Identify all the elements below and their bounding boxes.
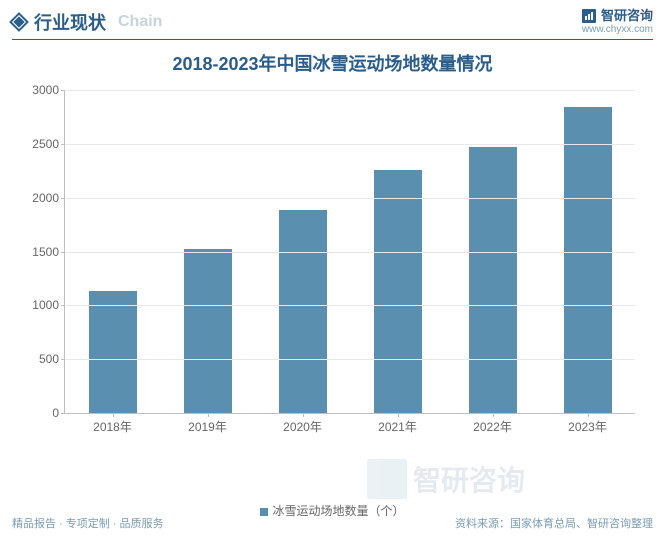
x-tick-mark [588,413,589,417]
x-tick-mark [208,413,209,417]
bar [469,147,517,413]
x-tick-label: 2022年 [445,418,540,435]
bar [279,210,327,413]
watermark: 智研咨询 [367,459,525,499]
brand-url: www.chyxx.com [581,24,653,35]
chart-title: 2018-2023年中国冰雪运动场地数量情况 [0,50,665,76]
brand-logo-icon [581,8,597,24]
gridline [65,90,635,91]
diamond-icon [9,12,29,32]
header-bar: 行业现状 Chain 智研咨询 www.chyxx.com [0,0,665,39]
gridline [65,252,635,253]
x-tick-mark [303,413,304,417]
footer-right: 资料来源：国家体育总局、智研咨询整理 [455,515,653,531]
section-title: 行业现状 [34,9,106,35]
x-tick-mark [493,413,494,417]
x-tick-label: 2023年 [540,418,635,435]
footer: 精品报告 · 专项定制 · 品质服务 资料来源：国家体育总局、智研咨询整理 [12,515,653,531]
x-tick-label: 2021年 [350,418,445,435]
plot-region: 2018年2019年2020年2021年2022年2023年 050010001… [64,90,635,414]
brand-row: 智研咨询 [581,8,653,24]
y-tick-mark [61,305,65,306]
chart-area: 2018年2019年2020年2021年2022年2023年 050010001… [10,84,645,454]
y-tick-mark [61,413,65,414]
gridline [65,198,635,199]
gridline [65,305,635,306]
y-tick-mark [61,359,65,360]
x-tick-label: 2019年 [160,418,255,435]
gridline [65,144,635,145]
watermark-logo-icon [367,459,407,499]
y-tick-mark [61,144,65,145]
bar [374,170,422,413]
header-divider [12,39,653,40]
section-subtitle: Chain [118,13,162,31]
x-tick-mark [398,413,399,417]
gridline [65,359,635,360]
bar [89,291,137,413]
brand-name: 智研咨询 [601,9,653,23]
y-tick-mark [61,90,65,91]
y-tick-mark [61,252,65,253]
x-labels: 2018年2019年2020年2021年2022年2023年 [65,418,635,435]
footer-left: 精品报告 · 专项定制 · 品质服务 [12,515,164,531]
bar [564,107,612,413]
x-tick-label: 2020年 [255,418,350,435]
header-right: 智研咨询 www.chyxx.com [581,8,653,35]
y-tick-mark [61,198,65,199]
watermark-text: 智研咨询 [413,459,525,499]
header-left: 行业现状 Chain [12,9,162,35]
x-tick-mark [113,413,114,417]
bar [184,249,232,413]
x-tick-label: 2018年 [65,418,160,435]
